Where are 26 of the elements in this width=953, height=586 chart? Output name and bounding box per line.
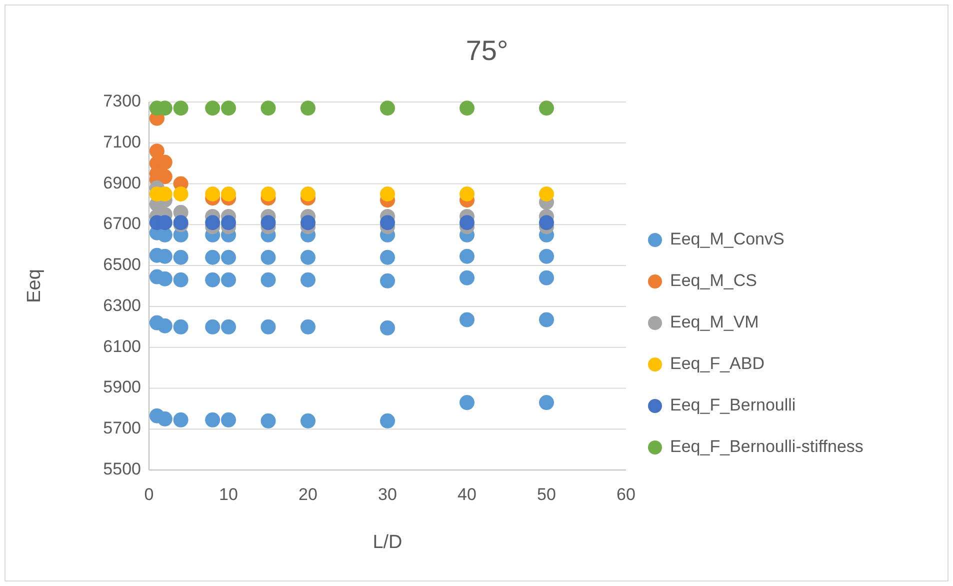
y-tick-label: 6100 [103,336,141,356]
x-axis-title: L/D [372,532,402,553]
y-tick-label: 5700 [103,418,141,438]
legend-label: Eeq_M_ConvS [670,229,784,248]
y-tick-label: 6300 [103,296,141,315]
y-tick-label: 6700 [103,214,141,234]
x-tick-label: 60 [616,485,636,504]
x-tick-label: 0 [144,485,154,504]
legend-label: Eeq_F_ABD [670,354,764,373]
y-tick-label: 5900 [103,378,141,397]
x-tick-label: 50 [537,485,556,504]
y-tick-label: 5500 [103,459,141,478]
legend-label: Eeq_M_CS [670,270,757,290]
x-tick-label: 10 [219,485,238,504]
x-tick-label: 30 [378,485,397,504]
chart-title: 75° [466,35,508,66]
legend-label: Eeq_F_Bernoulli [670,395,796,414]
legend-label: Eeq_M_VM [670,312,759,332]
legend-label: Eeq_F_Bernoulli-stiffness [670,436,864,456]
y-tick-label: 6900 [103,173,141,192]
y-tick-label: 6500 [103,255,141,274]
y-tick-label: 7300 [103,91,141,110]
x-tick-label: 40 [458,485,476,504]
y-tick-label: 7100 [103,132,141,152]
x-tick-label: 20 [298,485,318,504]
y-axis-title: Eeq [24,269,45,303]
